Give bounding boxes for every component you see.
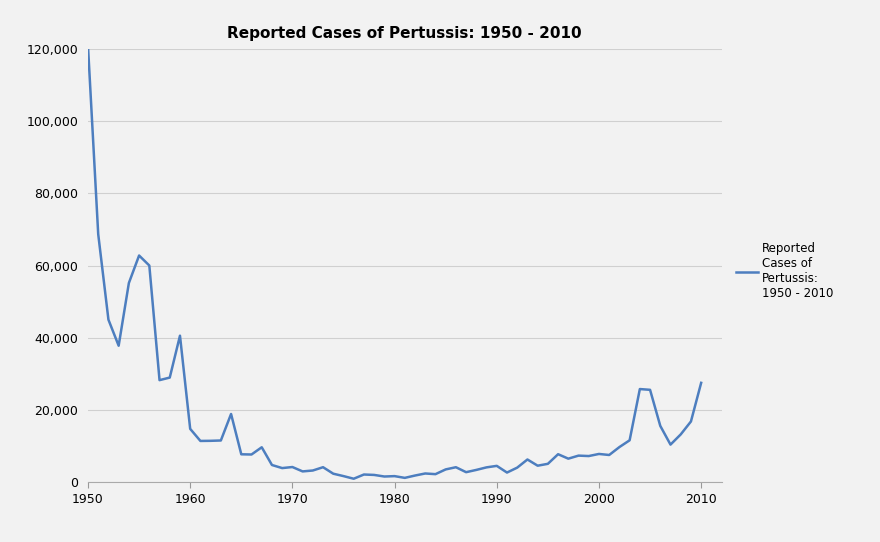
Title: Reported Cases of Pertussis: 1950 - 2010: Reported Cases of Pertussis: 1950 - 2010 <box>228 25 582 41</box>
Legend: Reported
Cases of
Pertussis:
1950 - 2010: Reported Cases of Pertussis: 1950 - 2010 <box>737 242 833 300</box>
